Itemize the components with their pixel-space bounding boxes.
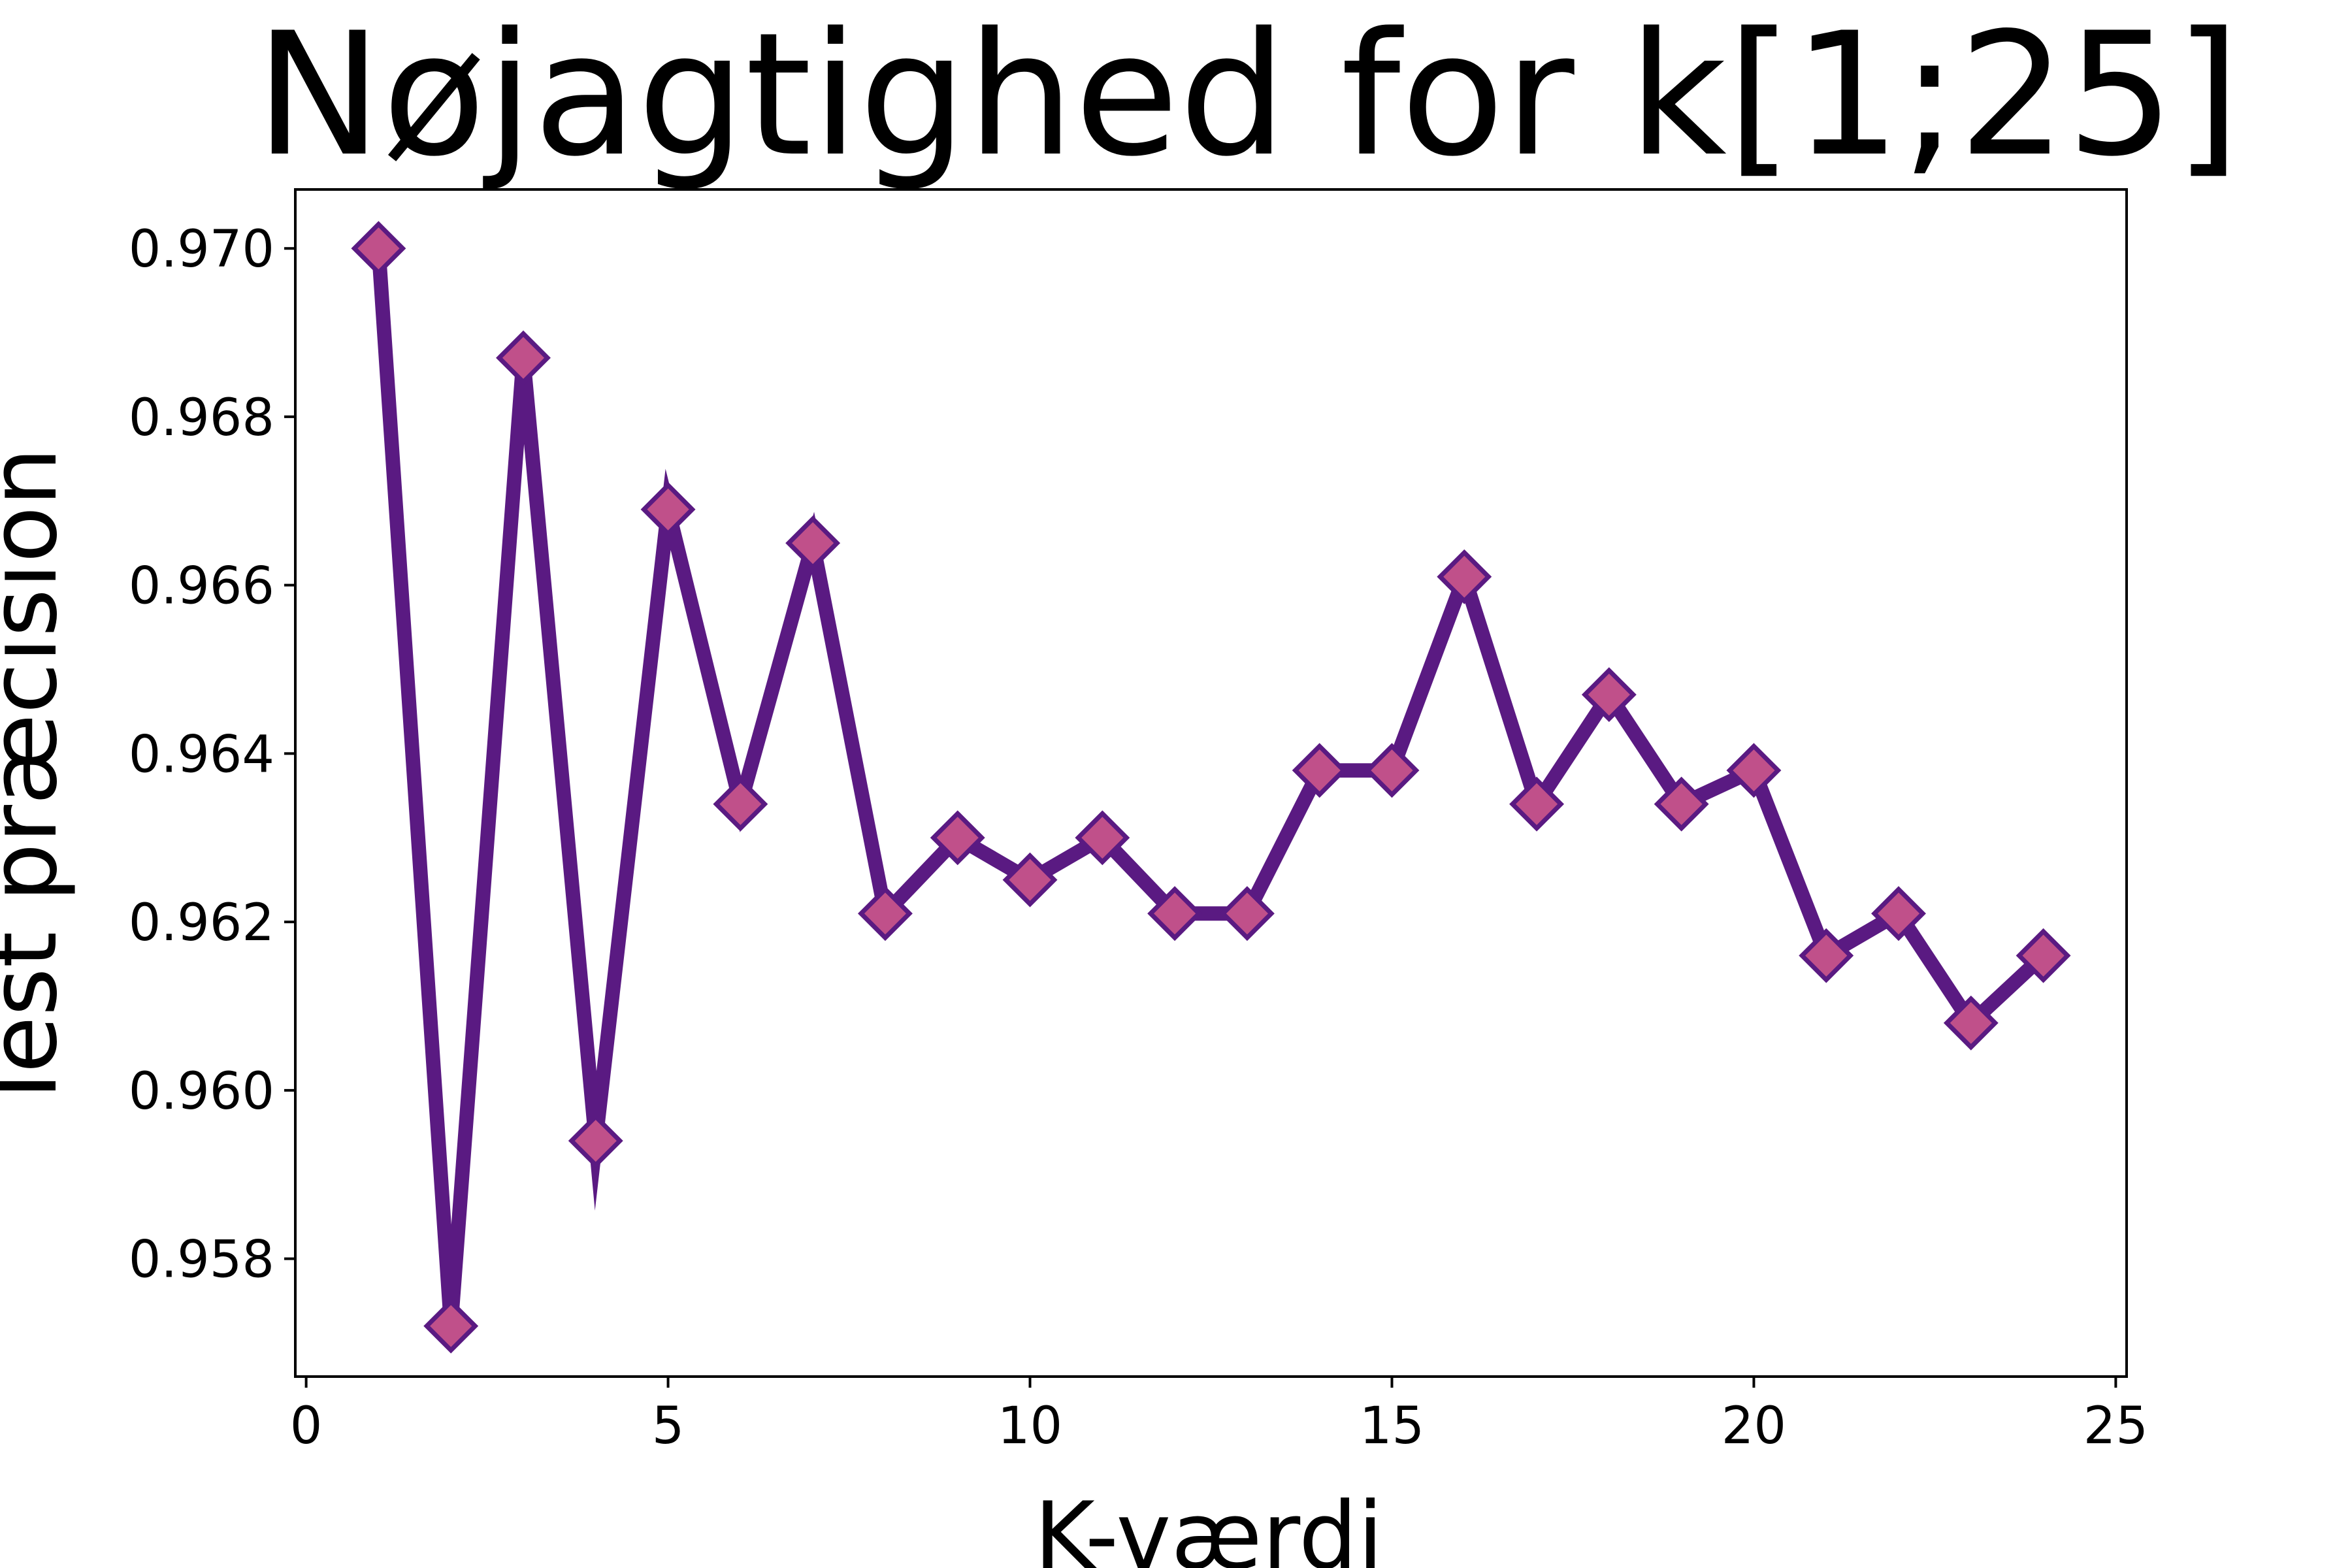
x-tick-label-10: 10 xyxy=(998,1397,1062,1456)
y-tick-label-0.960: 0.960 xyxy=(129,1062,274,1121)
y-tick-label-0.958: 0.958 xyxy=(129,1231,274,1290)
data-point-k5 xyxy=(640,482,696,537)
x-axis-label: K-værdi xyxy=(1034,1482,1384,1568)
data-point-k1 xyxy=(351,221,406,276)
data-point-k23 xyxy=(1943,995,1999,1051)
x-tick-label-20: 20 xyxy=(1722,1397,1786,1456)
data-point-k17 xyxy=(1509,776,1565,832)
data-point-k7 xyxy=(785,515,841,571)
data-point-k13 xyxy=(1219,886,1275,941)
plot-area: 0 5 10 15 20 25 0.958 0.960 0.962 0.964 0.966 0.968… xyxy=(129,188,2148,1456)
series-line-0 xyxy=(371,248,2049,1327)
data-point-k11 xyxy=(1075,810,1130,866)
x-tick-label-5: 5 xyxy=(652,1397,685,1456)
data-point-k14 xyxy=(1292,743,1347,798)
x-tick-label-15: 15 xyxy=(1360,1397,1424,1456)
data-point-k4 xyxy=(568,1113,623,1169)
data-point-k8 xyxy=(857,886,913,941)
data-point-k18 xyxy=(1581,667,1637,723)
data-point-k15 xyxy=(1364,743,1420,798)
data-point-k22 xyxy=(1871,886,1926,941)
data-point-k21 xyxy=(1799,928,1854,983)
x-tick-label-25: 25 xyxy=(2083,1397,2148,1456)
data-point-k10 xyxy=(1002,852,1058,907)
data-point-k12 xyxy=(1147,886,1203,941)
data-point-k20 xyxy=(1726,743,1782,798)
data-point-k16 xyxy=(1437,549,1492,604)
data-point-k6 xyxy=(713,776,768,832)
x-tick-label-0: 0 xyxy=(290,1397,323,1456)
y-tick-label-0.964: 0.964 xyxy=(129,725,274,784)
plot-frame xyxy=(294,188,2128,1378)
y-tick-label-0.968: 0.968 xyxy=(129,389,274,448)
data-point-k3 xyxy=(496,330,551,385)
y-tick-label-0.966: 0.966 xyxy=(129,557,274,616)
data-point-k2 xyxy=(423,1298,479,1354)
y-tick-label-0.970: 0.970 xyxy=(129,220,274,279)
y-tick-label-0.962: 0.962 xyxy=(129,894,274,953)
data-point-k9 xyxy=(930,810,985,866)
chart-title: Nøjagtighed for k[1;25] xyxy=(255,0,2240,194)
data-point-k24 xyxy=(2016,928,2071,983)
data-point-k19 xyxy=(1654,776,1709,832)
y-axis-label: Test præcision xyxy=(0,448,78,1115)
